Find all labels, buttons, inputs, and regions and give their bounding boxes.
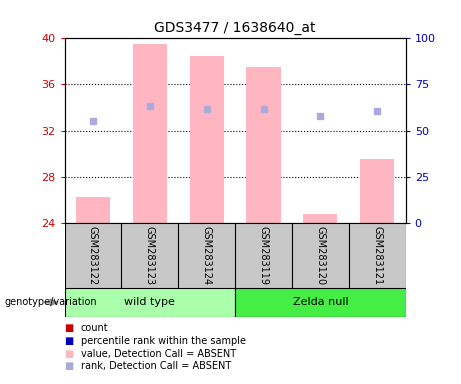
Bar [247,67,281,223]
Bar [303,214,337,223]
Text: wild type: wild type [124,297,175,308]
Text: GSM283119: GSM283119 [259,226,269,285]
Text: ■: ■ [65,361,74,371]
Text: GSM283124: GSM283124 [201,226,212,285]
Bar [360,159,394,223]
Bar [189,56,224,223]
Text: GSM283123: GSM283123 [145,226,155,285]
Text: ■: ■ [65,323,74,333]
Bar [76,197,110,223]
Text: GSM283121: GSM283121 [372,226,382,285]
Bar [65,288,235,317]
Bar [133,44,167,223]
Text: Zelda null: Zelda null [293,297,348,308]
Title: GDS3477 / 1638640_at: GDS3477 / 1638640_at [154,21,316,35]
Text: rank, Detection Call = ABSENT: rank, Detection Call = ABSENT [81,361,231,371]
Text: GSM283122: GSM283122 [88,226,98,285]
Text: ■: ■ [65,336,74,346]
Text: count: count [81,323,108,333]
Text: percentile rank within the sample: percentile rank within the sample [81,336,246,346]
Bar [235,288,406,317]
Text: genotype/variation: genotype/variation [5,297,97,308]
Text: value, Detection Call = ABSENT: value, Detection Call = ABSENT [81,349,236,359]
Text: ■: ■ [65,349,74,359]
Text: GSM283120: GSM283120 [315,226,325,285]
